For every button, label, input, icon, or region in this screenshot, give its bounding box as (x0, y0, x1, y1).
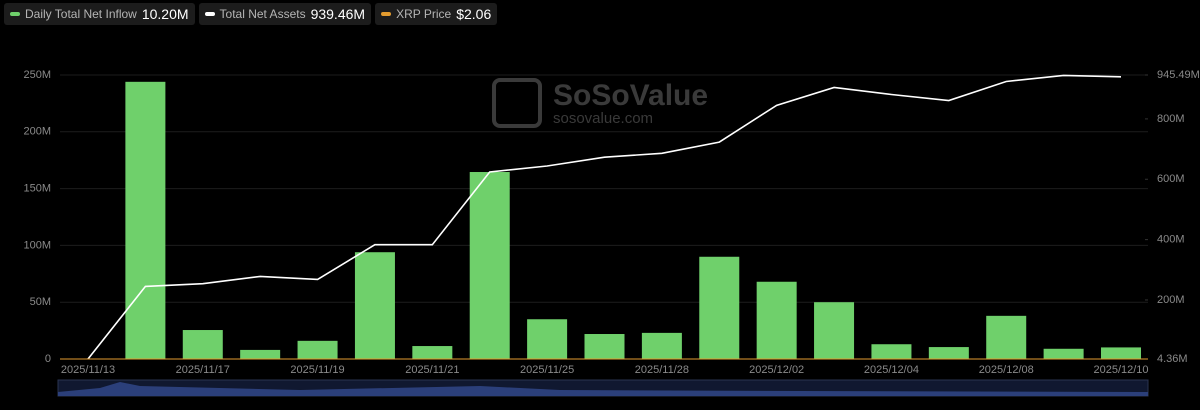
x-tick-label: 2025/12/10 (1093, 364, 1148, 376)
x-tick-label: 2025/11/17 (176, 364, 230, 376)
y-tick-label: 0 (45, 353, 51, 365)
y2-tick-label: 600M (1157, 173, 1185, 185)
bar (986, 315, 1027, 359)
bar (1043, 348, 1084, 359)
bar (412, 346, 453, 359)
y-tick-label: 150M (23, 183, 51, 195)
legend-item: XRP Price $2.06 (375, 3, 498, 25)
watermark-url: sosovalue.com (553, 110, 653, 127)
x-tick-label: 2025/11/25 (520, 364, 574, 376)
legend-name: Total Net Assets (219, 7, 306, 21)
legend-value: 939.46M (310, 6, 366, 22)
bar (928, 347, 969, 359)
bar (814, 302, 855, 359)
bar (354, 252, 395, 359)
y2-tick-label: 800M (1157, 113, 1185, 125)
y-tick-label: 200M (23, 126, 51, 138)
x-tick-label: 2025/12/08 (979, 364, 1034, 376)
y2-tick-label: 945.49M (1157, 69, 1200, 81)
bar (699, 256, 740, 359)
y2-tick-label: 200M (1157, 294, 1185, 306)
y2-tick-label: 4.36M (1157, 353, 1188, 365)
y-tick-label: 250M (23, 69, 51, 81)
y-tick-label: 100M (23, 239, 51, 251)
watermark-logo (492, 78, 542, 128)
x-tick-label: 2025/11/28 (635, 364, 689, 376)
legend-name: Daily Total Net Inflow (25, 7, 137, 21)
bar (125, 81, 166, 359)
x-tick-label: 2025/12/04 (864, 364, 919, 376)
bar (756, 281, 797, 359)
bar (297, 340, 338, 359)
legend-swatch (381, 12, 392, 16)
x-tick-label: 2025/11/21 (405, 364, 459, 376)
bar (871, 344, 912, 359)
legend-swatch (204, 12, 215, 16)
x-tick-label: 2025/11/19 (290, 364, 344, 376)
y2-tick-label: 400M (1157, 234, 1185, 246)
bar (469, 172, 510, 359)
y-tick-label: 50M (30, 296, 51, 308)
x-tick-label: 2025/11/13 (61, 364, 115, 376)
bar (527, 319, 568, 359)
bar (641, 332, 682, 359)
legend-value: 10.20M (141, 6, 189, 22)
legend-item: Daily Total Net Inflow 10.20M (4, 3, 195, 25)
bar (240, 349, 281, 359)
legend-swatch (10, 12, 20, 16)
bar (1101, 347, 1141, 359)
legend-name: XRP Price (396, 7, 452, 21)
watermark: SoSoValue (553, 79, 708, 112)
navigator-area (58, 382, 1148, 396)
bar (182, 330, 223, 359)
x-tick-label: 2025/12/02 (749, 364, 804, 376)
line (87, 74, 1122, 360)
legend-item: Total Net Assets 939.46M (198, 3, 372, 25)
bar (584, 334, 625, 359)
legend-value: $2.06 (456, 6, 492, 22)
legend: Daily Total Net Inflow 10.20M Total Net As… (4, 3, 498, 25)
